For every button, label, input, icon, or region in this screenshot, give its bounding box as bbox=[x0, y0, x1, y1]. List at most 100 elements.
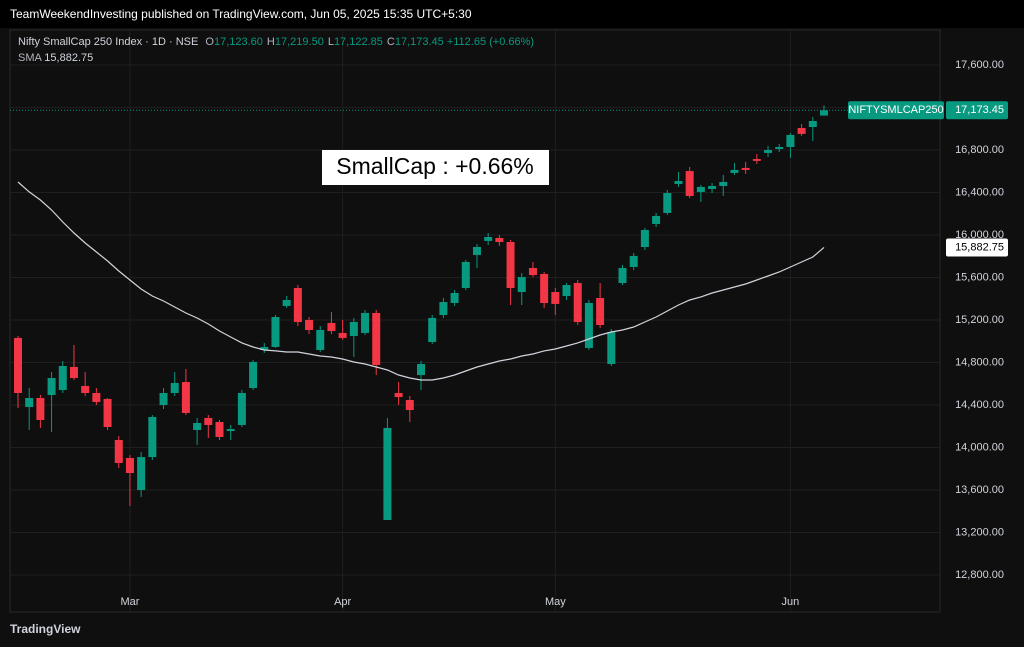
candle-body bbox=[204, 417, 213, 425]
candle-body bbox=[36, 397, 45, 420]
legend-row: Nifty SmallCap 250 Index · 1D · NSE O17,… bbox=[18, 34, 534, 50]
ohlc-key: C bbox=[386, 36, 395, 48]
candle-body bbox=[808, 120, 817, 128]
y-tick-label: 16,800.00 bbox=[955, 144, 1004, 156]
sma-value: 15,882.75 bbox=[44, 52, 94, 64]
brand-text: TradingView bbox=[10, 622, 81, 636]
candle-body bbox=[596, 297, 605, 325]
candle-body bbox=[92, 392, 101, 403]
candle-body bbox=[193, 422, 202, 430]
candle-body bbox=[293, 288, 302, 323]
candle-body bbox=[394, 392, 403, 398]
y-tick-label: 17,600.00 bbox=[955, 59, 1004, 71]
candle-body bbox=[674, 180, 683, 184]
y-tick-label: 14,400.00 bbox=[955, 399, 1004, 411]
x-tick-label: Apr bbox=[334, 596, 351, 608]
candle-body bbox=[584, 302, 593, 348]
candle-body bbox=[696, 186, 705, 192]
candle-body bbox=[47, 378, 56, 396]
legend: Nifty SmallCap 250 Index · 1D · NSE O17,… bbox=[18, 34, 534, 66]
publish-text: TeamWeekendInvesting published on Tradin… bbox=[10, 7, 472, 21]
candle-body bbox=[316, 329, 325, 350]
candle-body bbox=[170, 383, 179, 393]
annotation-box bbox=[322, 150, 549, 185]
x-tick-label: Jun bbox=[782, 596, 800, 608]
symbol-tag bbox=[848, 101, 944, 120]
candle-body bbox=[338, 332, 347, 338]
candle-body bbox=[517, 277, 526, 293]
candle-body bbox=[114, 439, 123, 464]
candle-body bbox=[450, 292, 459, 303]
candle-body bbox=[327, 322, 336, 332]
annotation: SmallCap : +0.66% bbox=[322, 150, 549, 185]
ohlc-value: 17,123.60 bbox=[213, 36, 263, 48]
candle-body bbox=[730, 169, 739, 173]
candle-body bbox=[271, 317, 280, 347]
candle-body bbox=[495, 237, 504, 242]
candle-body bbox=[820, 110, 828, 116]
candle-body bbox=[349, 322, 358, 337]
candle-body bbox=[148, 417, 157, 458]
y-tick-label: 14,800.00 bbox=[955, 356, 1004, 368]
candle-body bbox=[629, 255, 638, 267]
candle-body bbox=[652, 215, 661, 224]
y-tick-label: 15,200.00 bbox=[955, 314, 1004, 326]
ohlc: O17,123.60 H17,219.50 L17,122.85 C17,173.45 bbox=[201, 36, 443, 48]
candle-body bbox=[484, 236, 493, 241]
ohlc-value: 17,122.85 bbox=[333, 36, 383, 48]
candle-body bbox=[372, 312, 381, 365]
candle-body bbox=[181, 382, 190, 413]
candle-body bbox=[786, 134, 795, 147]
candle-body bbox=[428, 317, 437, 342]
candle-body bbox=[25, 397, 34, 408]
price-tag-text: 17,173.45 bbox=[955, 104, 1004, 116]
candle-body bbox=[260, 346, 269, 350]
candle-body bbox=[383, 427, 392, 520]
candle-body bbox=[573, 283, 582, 323]
change: +112.65 (+0.66%) bbox=[446, 36, 535, 48]
candle-body bbox=[249, 361, 258, 388]
chart: 12,800.00 13,200.00 13,600.00 14,000.00 14,4… bbox=[9, 29, 1008, 613]
x-tick-label: May bbox=[545, 596, 566, 608]
candle-body bbox=[741, 167, 750, 170]
plot-frame bbox=[9, 29, 941, 613]
candle-body bbox=[215, 422, 224, 437]
sma-line bbox=[17, 181, 825, 381]
y-tick-label: 16,000.00 bbox=[955, 229, 1004, 241]
y-tick-label: 13,200.00 bbox=[955, 526, 1004, 538]
x-tick-label: Mar bbox=[120, 596, 139, 608]
candle-body bbox=[159, 392, 168, 406]
y-tick-label: 13,600.00 bbox=[955, 484, 1004, 496]
y-tick-label: 14,000.00 bbox=[955, 441, 1004, 453]
candle-body bbox=[719, 181, 728, 186]
candle-body bbox=[417, 363, 425, 376]
candle-body bbox=[226, 429, 235, 432]
candle-body bbox=[137, 457, 146, 491]
sma-label: SMA bbox=[18, 52, 42, 64]
candle-body bbox=[472, 246, 481, 255]
candle-body bbox=[708, 185, 717, 189]
candle-body bbox=[797, 127, 806, 134]
candle-body bbox=[282, 300, 291, 306]
symbol-tag-text: NIFTYSMLCAP250 bbox=[848, 104, 943, 116]
candle-body bbox=[69, 366, 78, 379]
candle-body bbox=[618, 268, 627, 284]
candle-body bbox=[752, 159, 761, 161]
candle-body bbox=[81, 385, 90, 393]
legend-row: SMA 15,882.75 bbox=[18, 50, 534, 66]
candle-body bbox=[361, 312, 370, 333]
ohlc-value: 17,173.45 bbox=[394, 36, 444, 48]
publish-bar: TeamWeekendInvesting published on Tradin… bbox=[0, 0, 1024, 28]
candle-body bbox=[775, 146, 784, 150]
candle-body bbox=[58, 366, 67, 391]
ohlc-value: 17,219.50 bbox=[274, 36, 324, 48]
candle-body bbox=[125, 458, 134, 474]
brand: TradingView bbox=[10, 622, 80, 636]
candle-body bbox=[764, 149, 773, 153]
price-tag bbox=[946, 101, 1008, 120]
candle-body bbox=[103, 398, 112, 427]
candle-body bbox=[528, 268, 537, 276]
candle-body bbox=[439, 302, 448, 315]
candle-body bbox=[14, 337, 22, 393]
